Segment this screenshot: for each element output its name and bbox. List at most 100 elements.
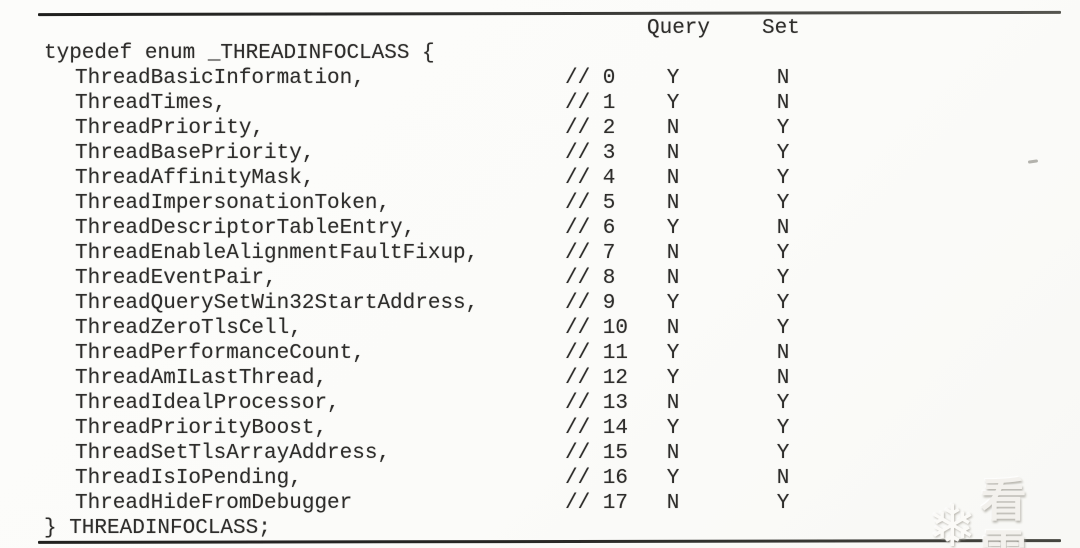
query-flag: N [666, 167, 680, 190]
set-flag: Y [776, 167, 790, 190]
query-flag: Y [666, 467, 680, 490]
index-comment: // 1 [565, 92, 616, 115]
query-flag: Y [666, 92, 680, 115]
enum-member-row: ThreadBasePriority, // 3 N Y [0, 141, 1080, 166]
enum-member-name: ThreadBasicInformation, [75, 67, 365, 90]
enum-member-row: ThreadEnableAlignmentFaultFixup, // 7 N … [0, 241, 1080, 266]
enum-member-row: ThreadTimes, // 1 Y N [0, 91, 1080, 116]
set-flag: Y [776, 142, 790, 165]
query-flag: N [666, 267, 680, 290]
enum-member-name: ThreadQuerySetWin32StartAddress, [75, 292, 479, 315]
kanxue-watermark: ❄ 看雪 [928, 474, 1080, 548]
set-flag: Y [776, 492, 790, 515]
enum-member-name: ThreadSetTlsArrayAddress, [75, 442, 391, 465]
query-flag: Y [666, 292, 680, 315]
enum-member-row: ThreadZeroTlsCell, // 10 N Y [0, 316, 1080, 341]
enum-member-name: ThreadBasePriority, [75, 142, 315, 165]
set-flag: Y [776, 242, 790, 265]
enum-member-row: ThreadQuerySetWin32StartAddress, // 9 Y … [0, 291, 1080, 316]
query-flag: Y [666, 342, 680, 365]
query-flag: Y [666, 217, 680, 240]
enum-member-row: ThreadPerformanceCount, // 11 Y N [0, 341, 1080, 366]
query-flag: N [666, 442, 680, 465]
index-comment: // 2 [565, 117, 616, 140]
enum-member-name: ThreadAmILastThread, [75, 367, 328, 390]
enum-members: ThreadBasicInformation, // 0 Y N ThreadT… [0, 66, 1080, 516]
enum-member-row: ThreadDescriptorTableEntry, // 6 Y N [0, 216, 1080, 241]
index-comment: // 0 [565, 67, 616, 90]
index-comment: // 4 [565, 167, 616, 190]
enum-member-row: ThreadPriority, // 2 N Y [0, 116, 1080, 141]
enum-member-name: ThreadIdealProcessor, [75, 392, 340, 415]
index-comment: // 9 [565, 292, 616, 315]
column-header-query: Query [647, 17, 711, 40]
enum-member-name: ThreadDescriptorTableEntry, [75, 217, 416, 240]
query-flag: Y [666, 417, 680, 440]
index-comment: // 14 [565, 417, 629, 440]
enum-close-line: } THREADINFOCLASS; [44, 517, 271, 540]
enum-member-name: ThreadAffinityMask, [75, 167, 315, 190]
set-flag: N [776, 467, 790, 490]
enum-member-name: ThreadPriority, [75, 117, 265, 140]
enum-member-name: ThreadHideFromDebugger [75, 492, 353, 515]
index-comment: // 3 [565, 142, 616, 165]
index-comment: // 10 [565, 317, 629, 340]
query-flag: N [666, 117, 680, 140]
set-flag: Y [776, 192, 790, 215]
enum-member-row: ThreadBasicInformation, // 0 Y N [0, 66, 1080, 91]
set-flag: N [776, 92, 790, 115]
index-comment: // 8 [565, 267, 616, 290]
enum-member-name: ThreadTimes, [75, 92, 227, 115]
enum-member-row: ThreadAmILastThread, // 12 Y N [0, 366, 1080, 391]
bottom-rule [37, 539, 1062, 544]
set-flag: N [776, 67, 790, 90]
enum-member-name: ThreadZeroTlsCell, [75, 317, 302, 340]
index-comment: // 17 [565, 492, 629, 515]
enum-member-name: ThreadEnableAlignmentFaultFixup, [75, 242, 479, 265]
enum-member-row: ThreadIsIoPending, // 16 Y N [0, 466, 1080, 491]
index-comment: // 5 [565, 192, 616, 215]
set-flag: Y [776, 117, 790, 140]
set-flag: Y [776, 392, 790, 415]
query-flag: Y [666, 67, 680, 90]
index-comment: // 16 [565, 467, 629, 490]
index-comment: // 7 [565, 242, 616, 265]
enum-open-line: typedef enum _THREADINFOCLASS { [44, 42, 435, 65]
index-comment: // 12 [565, 367, 629, 390]
set-flag: Y [776, 292, 790, 315]
enum-member-name: ThreadImpersonationToken, [75, 192, 391, 215]
enum-member-row: ThreadEventPair, // 8 N Y [0, 266, 1080, 291]
query-flag: N [666, 192, 680, 215]
top-rule [37, 10, 1062, 17]
enum-member-row: ThreadPriorityBoost, // 14 Y Y [0, 416, 1080, 441]
set-flag: Y [776, 442, 790, 465]
watermark-text: 看雪 [980, 473, 1031, 548]
index-comment: // 11 [565, 342, 629, 365]
enum-member-name: ThreadPerformanceCount, [75, 342, 365, 365]
enum-member-name: ThreadEventPair, [75, 267, 277, 290]
query-flag: N [666, 317, 680, 340]
enum-member-row: ThreadHideFromDebugger // 17 N Y [0, 491, 1080, 516]
index-comment: // 13 [565, 392, 629, 415]
set-flag: N [776, 342, 790, 365]
column-header-set: Set [762, 17, 800, 40]
query-flag: N [666, 242, 680, 265]
enum-member-name: ThreadIsIoPending, [75, 467, 302, 490]
set-flag: Y [776, 417, 790, 440]
enum-member-row: ThreadIdealProcessor, // 13 N Y [0, 391, 1080, 416]
query-flag: N [666, 492, 680, 515]
set-flag: Y [776, 317, 790, 340]
snowflake-icon: ❄ [928, 492, 977, 548]
index-comment: // 6 [565, 217, 616, 240]
set-flag: Y [776, 267, 790, 290]
enum-member-row: ThreadImpersonationToken, // 5 N Y [0, 191, 1080, 216]
enum-member-row: ThreadSetTlsArrayAddress, // 15 N Y [0, 441, 1080, 466]
query-flag: Y [666, 367, 680, 390]
query-flag: N [666, 142, 680, 165]
enum-member-name: ThreadPriorityBoost, [75, 417, 328, 440]
enum-member-row: ThreadAffinityMask, // 4 N Y [0, 166, 1080, 191]
query-flag: N [666, 392, 680, 415]
set-flag: N [776, 217, 790, 240]
index-comment: // 15 [565, 442, 629, 465]
